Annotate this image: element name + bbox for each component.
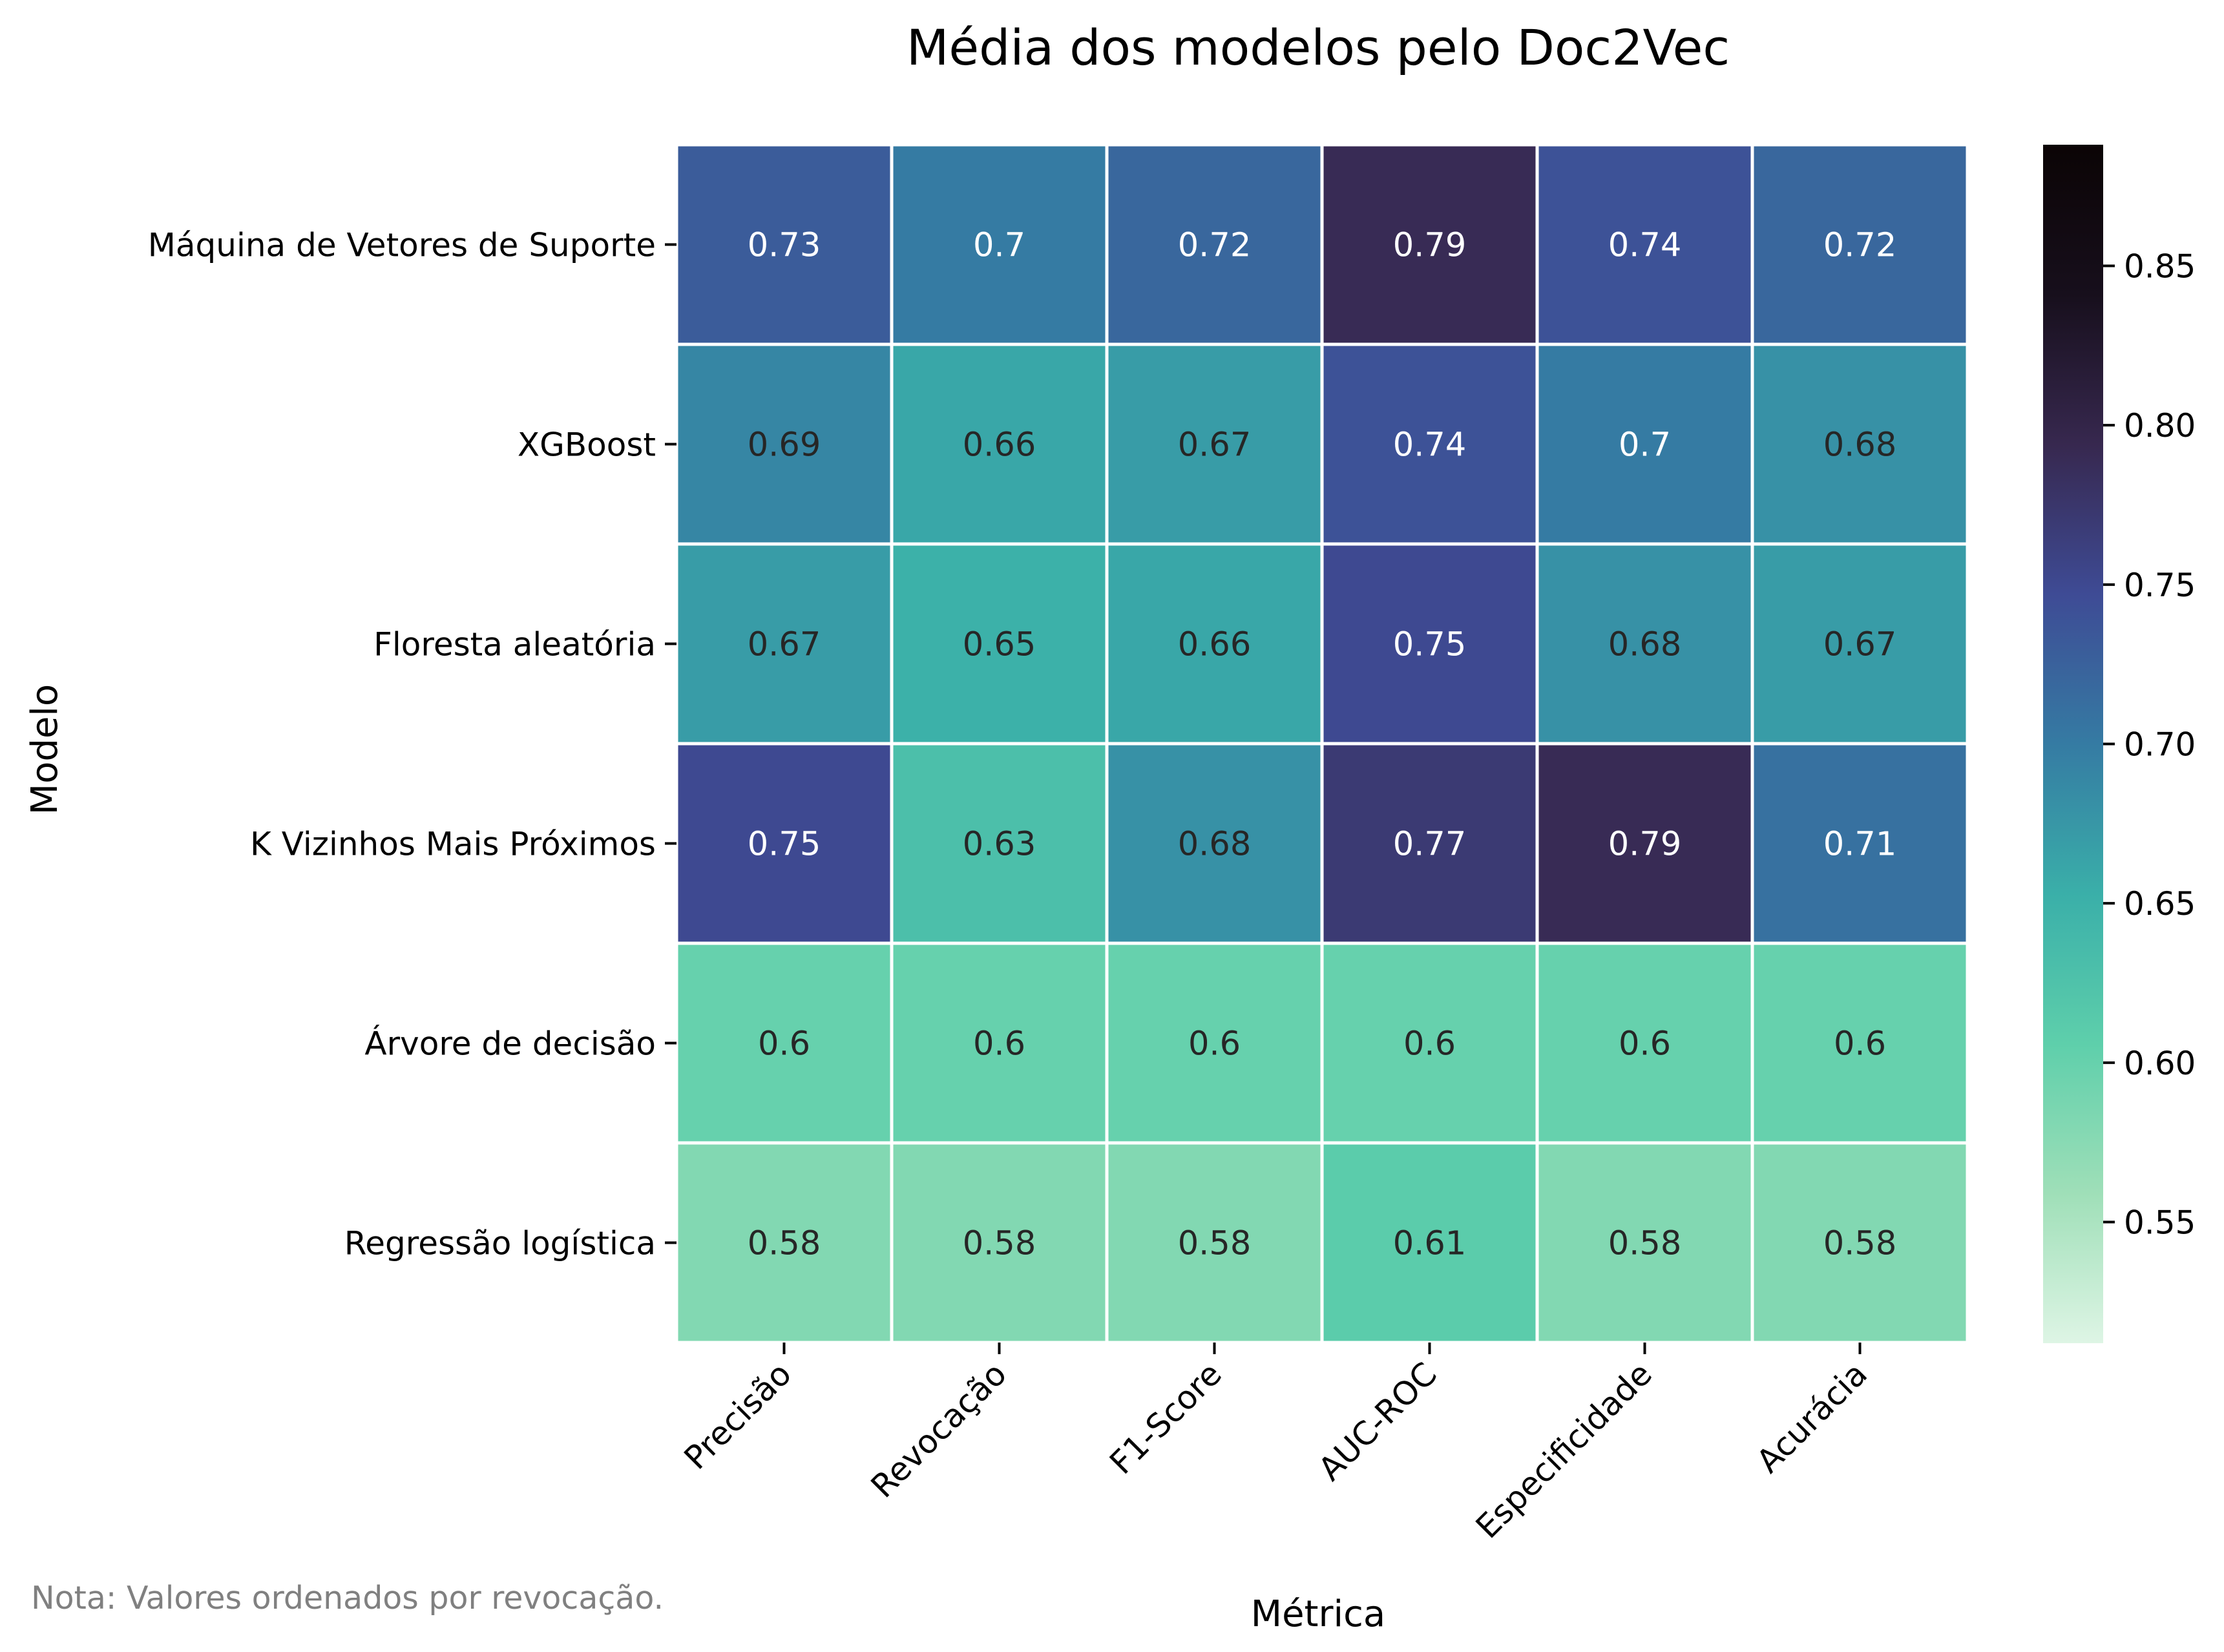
cell-value-label: 0.74	[1608, 227, 1682, 265]
cell-value-label: 0.75	[748, 826, 821, 864]
y-tick-label: Máquina de Vetores de Suporte	[148, 227, 656, 264]
cell-value-label: 0.73	[748, 227, 821, 265]
heatmap-cell	[1320, 342, 1539, 546]
cell-value-label: 0.69	[748, 426, 821, 465]
cell-value-label: 0.58	[963, 1225, 1036, 1263]
heatmap-cell	[1320, 941, 1539, 1145]
cell-value-label: 0.67	[748, 626, 821, 664]
heatmap-cell	[890, 143, 1109, 346]
x-tick-label: F1-Score	[1102, 1355, 1229, 1481]
heatmap-cell	[675, 1141, 894, 1344]
heatmap-cell	[675, 941, 894, 1145]
cell-value-label: 0.79	[1393, 227, 1467, 265]
heatmap-cell	[1105, 941, 1324, 1145]
x-axis: Precisão Revocação F1-Score AUC-ROC Especifi…	[677, 1343, 1874, 1546]
heatmap-cell	[1535, 941, 1754, 1145]
cell-value-label: 0.7	[973, 227, 1025, 265]
colorbar-gradient	[2043, 145, 2103, 1343]
x-tick-label: AUC-ROC	[1311, 1355, 1444, 1488]
cell-value-label: 0.79	[1608, 826, 1682, 864]
cell-value-label: 0.6	[1188, 1025, 1241, 1063]
x-axis-label: Métrica	[1251, 1593, 1385, 1635]
cell-value-label: 0.66	[1178, 626, 1252, 664]
chart-title: Média dos modelos pelo Doc2Vec	[907, 19, 1730, 76]
cell-value-label: 0.6	[973, 1025, 1025, 1063]
cell-value-label: 0.6	[1403, 1025, 1456, 1063]
heatmap-cell	[1750, 1141, 1969, 1344]
x-tick-label: Precisão	[677, 1355, 799, 1476]
cell-value-label: 0.58	[1823, 1225, 1897, 1263]
colorbar-tick-label: 0.80	[2124, 407, 2196, 444]
heatmap-cell	[890, 742, 1109, 945]
x-tick-label: Especificidade	[1469, 1355, 1659, 1545]
heatmap-cell	[890, 342, 1109, 546]
cell-value-label: 0.72	[1178, 227, 1252, 265]
colorbar-tick-label: 0.70	[2124, 726, 2196, 764]
heatmap-cell	[1535, 742, 1754, 945]
heatmap-cell	[1750, 742, 1969, 945]
heatmap-cell	[890, 542, 1109, 746]
cell-value-label: 0.66	[963, 426, 1036, 465]
heatmap-cell	[1105, 143, 1324, 346]
cell-value-label: 0.71	[1823, 826, 1897, 864]
heatmap-cell	[1750, 542, 1969, 746]
cell-value-label: 0.65	[963, 626, 1036, 664]
y-tick-label: Floresta aleatória	[373, 626, 656, 664]
y-tick-label: Regressão logística	[344, 1225, 656, 1262]
x-tick-label: Acurácia	[1749, 1355, 1874, 1480]
colorbar-tick-label: 0.55	[2124, 1204, 2196, 1242]
cell-value-label: 0.77	[1393, 826, 1467, 864]
cell-value-label: 0.6	[758, 1025, 810, 1063]
y-tick-label: Árvore de decisão	[364, 1025, 656, 1063]
cell-value-label: 0.7	[1619, 426, 1671, 465]
heatmap-cell	[1750, 342, 1969, 546]
cell-value-label: 0.6	[1619, 1025, 1671, 1063]
heatmap-cell	[1320, 742, 1539, 945]
cell-value-label: 0.67	[1178, 426, 1252, 465]
y-tick-label: K Vizinhos Mais Próximos	[250, 826, 656, 863]
cell-value-label: 0.68	[1608, 626, 1682, 664]
cell-value-label: 0.61	[1393, 1225, 1467, 1263]
cell-value-label: 0.58	[1608, 1225, 1682, 1263]
heatmap-cell	[1750, 143, 1969, 346]
y-tick-label: XGBoost	[518, 426, 656, 464]
cell-value-label: 0.68	[1178, 826, 1252, 864]
heatmap-cell-labels: 0.73 0.7 0.72 0.79 0.74 0.72 0.69 0.66 0.67 0.74 0…	[748, 227, 1897, 1263]
heatmap-cell	[1535, 542, 1754, 746]
cell-value-label: 0.58	[748, 1225, 821, 1263]
y-axis-label: Modelo	[24, 684, 66, 815]
heatmap-cell	[1105, 742, 1324, 945]
heatmap-cell	[1320, 542, 1539, 746]
colorbar-tick-label: 0.75	[2124, 567, 2196, 604]
cell-value-label: 0.75	[1393, 626, 1467, 664]
cell-value-label: 0.74	[1393, 426, 1467, 465]
footnote: Nota: Valores ordenados por revocação.	[31, 1580, 664, 1616]
y-axis: Máquina de Vetores de Suporte XGBoost Flor…	[148, 227, 677, 1262]
colorbar-tick-label: 0.65	[2124, 885, 2196, 923]
colorbar-tick-label: 0.60	[2124, 1045, 2196, 1082]
cell-value-label: 0.72	[1823, 227, 1897, 265]
heatmap-cell	[1750, 941, 1969, 1145]
cell-value-label: 0.68	[1823, 426, 1897, 465]
heatmap-cell	[675, 143, 894, 346]
x-tick-label: Revocação	[864, 1355, 1014, 1505]
cell-value-label: 0.6	[1834, 1025, 1886, 1063]
cell-value-label: 0.58	[1178, 1225, 1252, 1263]
colorbar-tick-label: 0.85	[2124, 247, 2196, 285]
heatmap-cell	[1320, 143, 1539, 346]
cell-value-label: 0.67	[1823, 626, 1897, 664]
colorbar: 0.55 0.60 0.65 0.70 0.75 0.80 0.85	[2043, 145, 2196, 1343]
heatmap-cells	[675, 143, 1969, 1344]
cell-value-label: 0.63	[963, 826, 1036, 864]
heatmap-cell	[675, 742, 894, 945]
